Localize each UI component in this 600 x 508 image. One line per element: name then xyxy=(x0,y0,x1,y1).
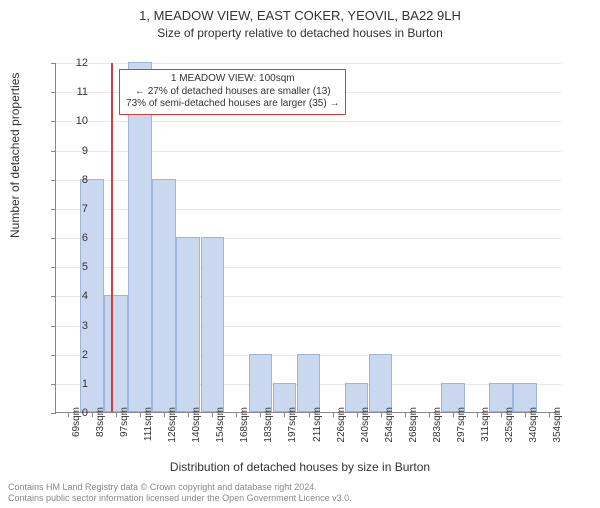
x-tick-label: 311sqm xyxy=(480,407,491,442)
y-tick xyxy=(51,151,56,152)
histogram-bar xyxy=(297,354,321,412)
y-tick-label: 9 xyxy=(58,145,88,157)
chart-title: 1, MEADOW VIEW, EAST COKER, YEOVIL, BA22… xyxy=(0,8,600,24)
x-tick-label: 240sqm xyxy=(360,407,371,443)
y-axis-label: Number of detached properties xyxy=(8,73,22,238)
x-tick-label: 126sqm xyxy=(167,407,178,443)
x-tick xyxy=(477,412,478,417)
x-tick xyxy=(140,412,141,417)
chart-area: 69sqm83sqm97sqm111sqm126sqm140sqm154sqm1… xyxy=(55,63,560,413)
y-tick xyxy=(51,238,56,239)
plot-region: 69sqm83sqm97sqm111sqm126sqm140sqm154sqm1… xyxy=(55,63,560,413)
annotation-line: 73% of semi-detached houses are larger (… xyxy=(126,98,339,111)
x-tick-label: 197sqm xyxy=(287,407,298,443)
x-tick-label: 226sqm xyxy=(336,407,347,443)
histogram-bar xyxy=(369,354,393,412)
x-tick xyxy=(284,412,285,417)
y-tick xyxy=(51,63,56,64)
x-tick xyxy=(525,412,526,417)
footer-line: Contains public sector information licen… xyxy=(8,493,352,504)
y-tick-label: 6 xyxy=(58,232,88,244)
x-tick-label: 111sqm xyxy=(143,407,154,441)
attribution-footer: Contains HM Land Registry data © Crown c… xyxy=(8,482,352,504)
x-tick xyxy=(260,412,261,417)
y-tick-label: 1 xyxy=(58,378,88,390)
y-tick xyxy=(51,209,56,210)
property-marker-line xyxy=(111,63,113,412)
y-tick-label: 3 xyxy=(58,320,88,332)
y-tick-label: 2 xyxy=(58,349,88,361)
histogram-bar xyxy=(176,237,200,412)
y-tick xyxy=(51,326,56,327)
x-tick xyxy=(405,412,406,417)
x-tick-label: 168sqm xyxy=(239,407,250,443)
y-tick-label: 0 xyxy=(58,407,88,419)
y-tick xyxy=(51,121,56,122)
y-tick xyxy=(51,92,56,93)
annotation-line: 1 MEADOW VIEW: 100sqm xyxy=(126,73,339,86)
x-tick-label: 140sqm xyxy=(191,407,202,443)
x-tick-label: 183sqm xyxy=(263,407,274,443)
x-tick xyxy=(549,412,550,417)
x-tick xyxy=(453,412,454,417)
x-axis-label: Distribution of detached houses by size … xyxy=(0,460,600,474)
y-tick xyxy=(51,413,56,414)
y-tick-label: 5 xyxy=(58,261,88,273)
y-tick-label: 4 xyxy=(58,290,88,302)
x-tick-label: 283sqm xyxy=(432,407,443,443)
x-tick xyxy=(212,412,213,417)
y-tick-label: 8 xyxy=(58,174,88,186)
x-tick xyxy=(381,412,382,417)
x-tick-label: 268sqm xyxy=(408,407,419,443)
x-tick-label: 325sqm xyxy=(504,407,515,443)
y-tick-label: 10 xyxy=(58,115,88,127)
x-tick-label: 211sqm xyxy=(312,407,323,442)
histogram-bar xyxy=(249,354,273,412)
y-tick-label: 12 xyxy=(58,57,88,69)
y-tick xyxy=(51,296,56,297)
histogram-bar xyxy=(152,179,176,412)
x-tick-label: 154sqm xyxy=(215,407,226,443)
y-tick xyxy=(51,180,56,181)
x-tick-label: 354sqm xyxy=(552,407,563,443)
x-tick xyxy=(429,412,430,417)
y-tick xyxy=(51,355,56,356)
x-tick xyxy=(188,412,189,417)
y-tick-label: 11 xyxy=(58,86,88,98)
x-tick xyxy=(164,412,165,417)
chart-subtitle: Size of property relative to detached ho… xyxy=(0,26,600,40)
annotation-line: ← 27% of detached houses are smaller (13… xyxy=(126,86,339,99)
x-tick xyxy=(236,412,237,417)
x-tick xyxy=(501,412,502,417)
histogram-bar xyxy=(104,295,128,412)
histogram-bar xyxy=(128,62,152,412)
x-tick-label: 297sqm xyxy=(456,407,467,443)
footer-line: Contains HM Land Registry data © Crown c… xyxy=(8,482,352,493)
histogram-bar xyxy=(201,237,225,412)
x-tick xyxy=(333,412,334,417)
x-tick xyxy=(309,412,310,417)
x-tick-label: 340sqm xyxy=(528,407,539,443)
annotation-box: 1 MEADOW VIEW: 100sqm← 27% of detached h… xyxy=(119,69,346,115)
x-tick xyxy=(357,412,358,417)
x-tick-label: 254sqm xyxy=(384,407,395,443)
y-tick xyxy=(51,384,56,385)
x-tick xyxy=(92,412,93,417)
y-tick-label: 7 xyxy=(58,203,88,215)
y-tick xyxy=(51,267,56,268)
x-tick xyxy=(116,412,117,417)
